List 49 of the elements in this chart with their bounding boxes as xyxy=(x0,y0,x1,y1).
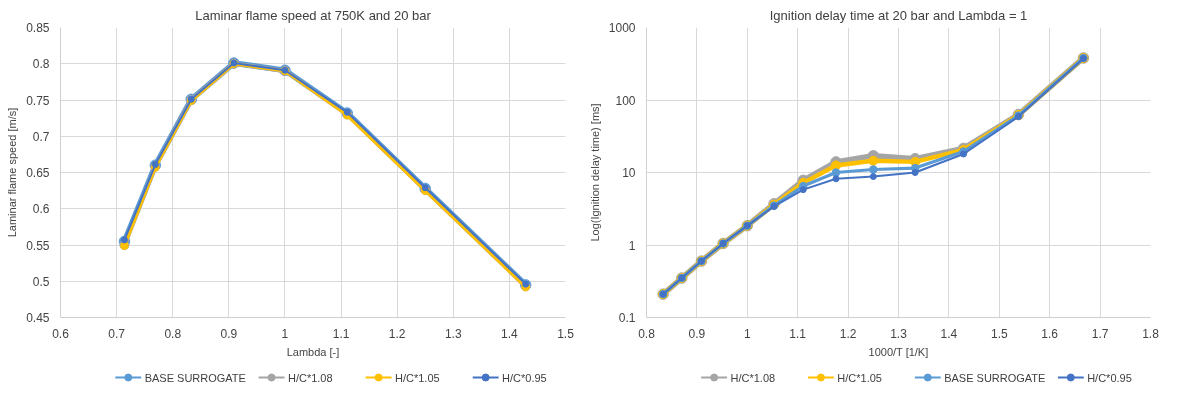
y-tick-label: 0.55 xyxy=(26,238,50,253)
legend-label: H/C*1.05 xyxy=(395,371,440,384)
legend-label: BASE SURROGATE xyxy=(944,371,1046,384)
legend-label: H/C*1.08 xyxy=(730,371,776,384)
legend-label: H/C*0.95 xyxy=(1087,371,1132,384)
y-axis-title: Log(Ignition delay time) [ms] xyxy=(588,103,601,242)
x-tick-label: 1.1 xyxy=(332,326,350,341)
y-tick-label: 0.7 xyxy=(32,129,50,144)
x-tick-label: 1.7 xyxy=(1091,326,1109,341)
y-tick-label: 0.5 xyxy=(32,274,50,289)
x-tick-label: 0.6 xyxy=(52,326,70,341)
x-tick-label: 1.3 xyxy=(444,326,462,341)
x-tick-label: 1 xyxy=(743,326,751,341)
y-tick-label: 0.45 xyxy=(26,311,50,325)
x-tick-label: 0.7 xyxy=(108,326,126,341)
legend-label: H/C*1.08 xyxy=(287,371,333,384)
x-tick-label: 1.5 xyxy=(990,326,1008,341)
x-tick-label: 1.3 xyxy=(890,326,908,341)
y-tick-label: 0.85 xyxy=(26,21,50,35)
y-tick-label: 0.6 xyxy=(32,202,50,217)
x-tick-label: 1.8 xyxy=(1142,326,1160,341)
chart-title: Laminar flame speed at 750K and 20 bar xyxy=(195,7,432,23)
x-axis-title: 1000/T [1/K] xyxy=(868,345,929,358)
x-tick-label: 1.6 xyxy=(1041,326,1059,341)
y-axis-title: Laminar flame speed [m/s] xyxy=(6,107,19,238)
legend-label: H/C*1.05 xyxy=(837,371,882,384)
legend-label: BASE SURROGATE xyxy=(144,371,246,384)
y-tick-label: 0.8 xyxy=(32,57,50,72)
x-tick-label: 0.8 xyxy=(164,326,182,341)
x-tick-label: 1.2 xyxy=(839,326,857,341)
y-tick-label: 100 xyxy=(615,93,636,108)
x-tick-label: 1.2 xyxy=(388,326,406,341)
x-tick-label: 0.9 xyxy=(220,326,238,341)
x-tick-label: 1.4 xyxy=(940,326,958,341)
y-tick-label: 10 xyxy=(622,166,636,180)
x-tick-label: 1.5 xyxy=(557,326,575,341)
y-tick-label: 0.1 xyxy=(618,311,636,325)
x-tick-label: 0.8 xyxy=(638,326,656,341)
chart-title: Ignition delay time at 20 bar and Lambda = 1 xyxy=(769,7,1028,23)
y-tick-label: 1 xyxy=(628,238,636,253)
x-axis-title: Lambda [-] xyxy=(286,345,340,358)
legend-label: H/C*0.95 xyxy=(502,371,547,384)
y-tick-label: 0.65 xyxy=(26,166,50,180)
x-tick-label: 0.9 xyxy=(688,326,706,341)
y-tick-label: 0.75 xyxy=(26,93,50,108)
x-tick-label: 1.1 xyxy=(789,326,807,341)
y-tick-label: 1000 xyxy=(608,21,636,35)
x-tick-label: 1.4 xyxy=(501,326,519,341)
x-tick-label: 1 xyxy=(281,326,289,341)
